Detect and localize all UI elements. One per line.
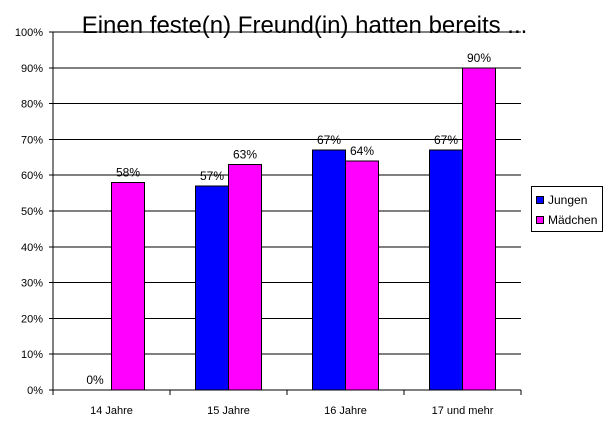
data-label: 67% bbox=[317, 133, 341, 147]
data-label: 64% bbox=[350, 144, 374, 158]
bar-jungen bbox=[195, 185, 229, 391]
chart-title: Einen feste(n) Freund(in) hatten bereits… bbox=[81, 12, 528, 39]
legend-swatch-jungen bbox=[536, 196, 544, 204]
x-tick-label: 14 Jahre bbox=[90, 405, 133, 417]
bar-mädchen bbox=[462, 67, 496, 391]
data-label: 90% bbox=[467, 51, 491, 65]
y-tick-label: 90% bbox=[21, 63, 43, 75]
data-label: 57% bbox=[200, 169, 224, 183]
y-tick-label: 50% bbox=[21, 206, 43, 218]
bar-jungen bbox=[429, 149, 463, 391]
y-tick-label: 20% bbox=[21, 313, 43, 325]
data-label: 0% bbox=[86, 373, 104, 387]
y-tick-label: 60% bbox=[21, 170, 43, 182]
y-tick-label: 100% bbox=[15, 27, 43, 39]
legend: Jungen Mädchen bbox=[531, 186, 603, 232]
legend-label-jungen: Jungen bbox=[548, 193, 588, 207]
legend-item-maedchen: Mädchen bbox=[536, 213, 597, 227]
y-tick-label: 40% bbox=[21, 242, 43, 254]
y-tick-label: 80% bbox=[21, 99, 43, 111]
x-tick-label: 15 Jahre bbox=[207, 405, 250, 417]
data-label: 58% bbox=[116, 165, 140, 179]
bar-mädchen bbox=[228, 163, 262, 391]
legend-item-jungen: Jungen bbox=[536, 193, 587, 207]
bar-jungen bbox=[312, 149, 346, 391]
data-label: 63% bbox=[233, 147, 257, 161]
bar-mädchen bbox=[111, 181, 145, 391]
bar-mädchen bbox=[345, 160, 379, 391]
y-tick-label: 0% bbox=[27, 385, 43, 397]
y-tick-label: 30% bbox=[21, 278, 43, 290]
y-tick-label: 10% bbox=[21, 349, 43, 361]
legend-label-maedchen: Mädchen bbox=[548, 213, 598, 227]
y-tick-label: 70% bbox=[21, 134, 43, 146]
x-tick-label: 16 Jahre bbox=[324, 405, 367, 417]
legend-swatch-maedchen bbox=[536, 216, 544, 224]
x-tick-label: 17 und mehr bbox=[432, 405, 494, 417]
data-label: 67% bbox=[434, 133, 458, 147]
